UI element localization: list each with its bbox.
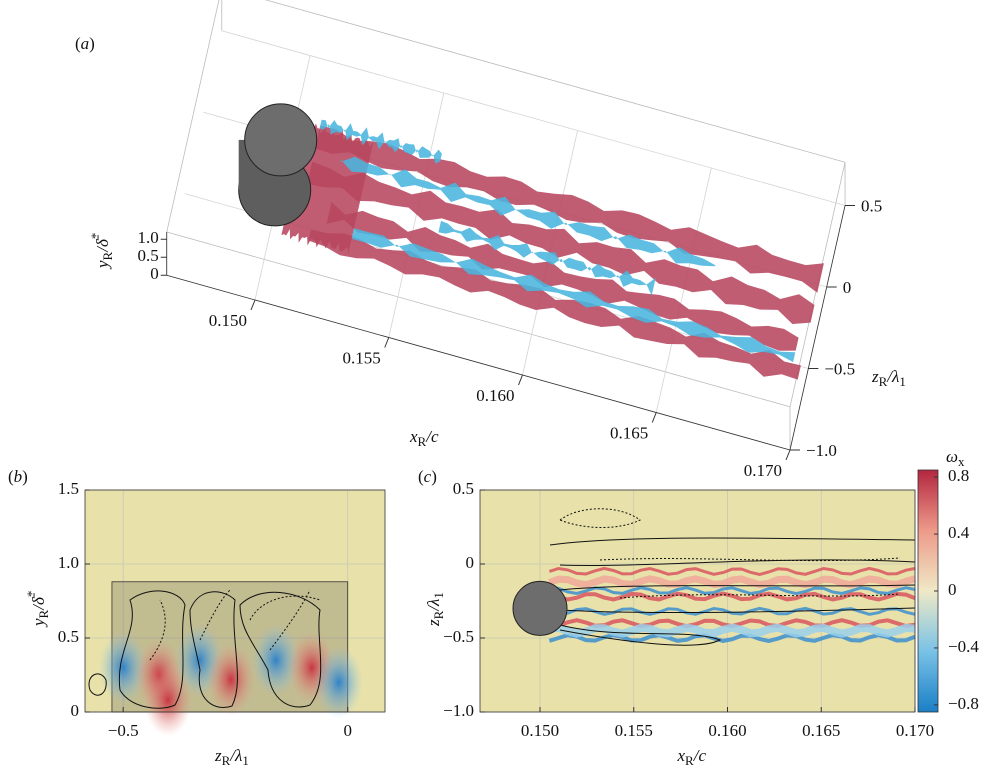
box-edge	[166, 0, 220, 233]
contour-line	[149, 599, 166, 661]
y-tick-label: −0.5	[443, 627, 474, 646]
isosurface	[319, 119, 442, 164]
z-tick-label: −1.0	[806, 441, 837, 460]
box-edge	[264, 0, 846, 163]
vorticity-streak	[549, 586, 916, 596]
y-axis-label: zR/λ1	[424, 592, 446, 627]
y-tick-label: 0	[150, 264, 159, 283]
y-tick-label: −1.0	[443, 701, 474, 720]
colorbar-label: ωx	[946, 447, 965, 469]
x-tick-label: 0.165	[610, 423, 648, 442]
vorticity-blob	[251, 624, 300, 697]
x-tick	[250, 299, 256, 311]
y-tick-label: 0	[71, 701, 80, 720]
z-axis-label: zR/λ1	[871, 367, 906, 389]
box-edge	[166, 231, 791, 408]
isosurface	[308, 229, 801, 380]
x-tick-label: −0.5	[108, 721, 139, 740]
x-tick	[651, 412, 657, 423]
grid-line	[655, 167, 712, 413]
contour-line	[558, 508, 641, 528]
contour-line	[619, 593, 901, 599]
contour-line	[199, 589, 231, 641]
panel-a: 0.1500.1550.1600.1650.170−1.0−0.500.500.…	[75, 0, 906, 480]
y-axis-label: yR/δ̄*	[24, 591, 51, 628]
panel-label: (a)	[75, 34, 95, 53]
contour-line	[559, 584, 916, 591]
y-axis-label: yR/δ̄*	[88, 233, 115, 270]
x-tick-label: 0.170	[744, 461, 782, 480]
grid-line	[221, 30, 846, 206]
colorbar-tick-label: −0.8	[948, 694, 979, 713]
contour-line	[249, 595, 321, 621]
contour-line	[549, 537, 916, 546]
x-tick	[785, 449, 791, 461]
y-tick-label: 1.0	[58, 553, 79, 572]
vorticity-streak	[548, 575, 916, 589]
x-tick-label: 0.160	[708, 721, 746, 740]
y-tick-label: 0.5	[58, 627, 79, 646]
isosurface	[326, 202, 799, 351]
vorticity-streak	[549, 623, 916, 638]
panel-c: −0.8 −0.4 0 0.4 0.8ωx 0.150 0.155 0.160 0.165 0.1…	[418, 447, 979, 768]
contour-line	[189, 591, 238, 708]
x-tick-label: 0.160	[476, 386, 514, 405]
y-tick-label: 0.5	[453, 479, 474, 498]
roughness-element	[244, 103, 318, 177]
x-axis-label: xR/c	[677, 746, 707, 768]
y-tick-label: 1.5	[58, 479, 79, 498]
axis-line	[789, 205, 846, 451]
panel-label: (b)	[8, 467, 28, 486]
isosurface	[351, 228, 796, 363]
x-axis-label: xR/c	[409, 427, 439, 449]
isosurface	[315, 125, 824, 293]
vorticity-streak	[548, 591, 916, 602]
z-tick-label: 0.5	[861, 196, 882, 215]
contour-line	[239, 591, 322, 708]
x-axis-label: zR/λ1	[214, 746, 249, 768]
contour-line	[88, 673, 107, 696]
y-tick-label: 0.5	[137, 246, 158, 265]
x-tick-label: 0.155	[615, 721, 653, 740]
contour-line	[599, 557, 901, 562]
colorbar-tick-label: −0.4	[948, 637, 979, 656]
vorticity-blob	[99, 631, 148, 704]
roughness-element	[512, 580, 568, 636]
x-tick-label: 0.155	[343, 348, 381, 367]
colorbar-tick-label: 0	[948, 580, 957, 599]
contour-line	[559, 559, 916, 566]
x-tick-label: 0.150	[209, 311, 247, 330]
panel-b: −0.5 0 0 0.5 1.0 1.5 zR/λ1 yR/δ̄* (b)	[8, 467, 386, 768]
x-tick	[518, 374, 523, 386]
plot-frame	[84, 489, 386, 713]
colorbar-tick-label: 0.4	[948, 523, 970, 542]
x-tick	[384, 337, 390, 348]
x-tick-label: 0.170	[896, 721, 934, 740]
contour-line	[118, 590, 186, 709]
z-tick-label: −0.5	[824, 359, 855, 378]
vorticity-streak	[548, 566, 916, 576]
vorticity-streak	[548, 632, 916, 644]
colorbar-tick-label: 0.8	[948, 466, 969, 485]
isosurface	[438, 220, 656, 296]
axis-line	[166, 274, 791, 451]
contour-line	[559, 624, 722, 646]
y-tick-label: 0	[466, 553, 475, 572]
x-tick-label: 0	[343, 721, 352, 740]
x-tick-label: 0.165	[802, 721, 840, 740]
isosurface	[307, 161, 815, 324]
z-tick-label: 0	[843, 278, 852, 297]
x-tick-label: 0.150	[521, 721, 559, 740]
contour-line	[559, 607, 916, 614]
isosurface	[340, 156, 716, 267]
y-tick-label: 1.0	[137, 228, 158, 247]
vorticity-blob	[314, 646, 363, 719]
panel-label: (c)	[418, 467, 437, 486]
plot-frame	[479, 489, 916, 713]
grid-line	[388, 92, 445, 338]
vorticity-blob	[206, 643, 255, 716]
vorticity-blob	[144, 664, 193, 737]
contour-line	[269, 589, 311, 651]
